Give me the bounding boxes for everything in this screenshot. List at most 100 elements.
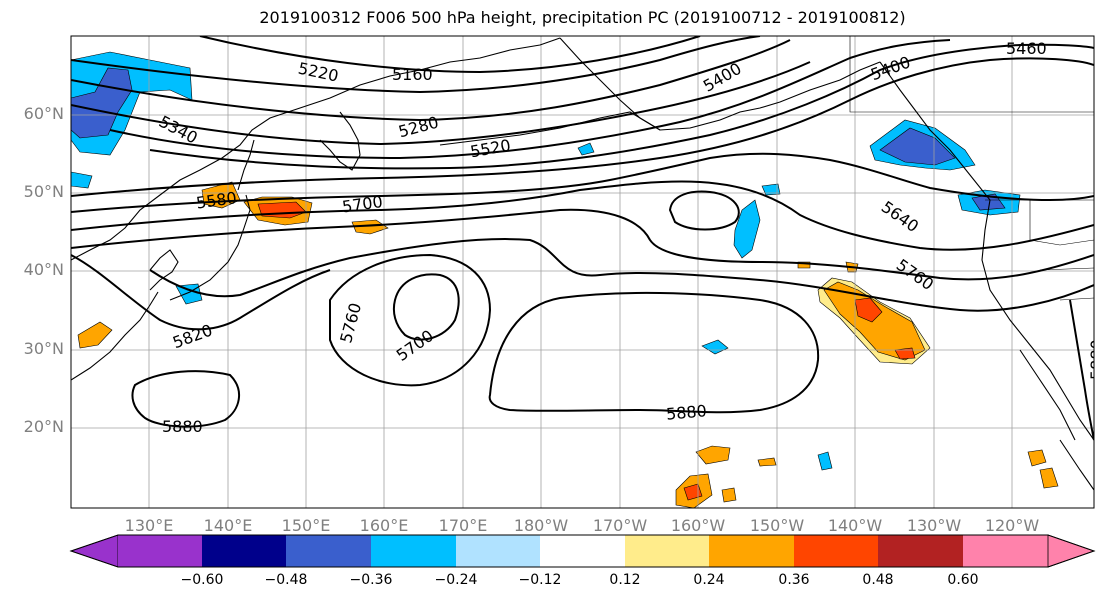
shade-neg-a	[761, 183, 781, 196]
lat-label-20n: 20°N	[23, 417, 64, 436]
precipitation-shading	[71, 51, 1059, 508]
contour-5460	[149, 43, 1094, 170]
shade-pos-h6	[1039, 467, 1059, 489]
label-5880c: 5880	[1087, 339, 1105, 380]
lat-label-60n: 60°N	[23, 104, 64, 123]
lon-label-140e: 140°E	[203, 516, 253, 535]
contour-5340	[71, 61, 811, 146]
colorbar-tick-label: −0.60	[180, 572, 224, 588]
contour-5520	[71, 57, 1094, 197]
coast-china	[71, 291, 159, 381]
colorbar	[69, 534, 1096, 568]
colorbar-tick-label: −0.24	[434, 572, 478, 588]
shade-neg-b	[701, 339, 729, 355]
coastlines	[71, 37, 1094, 491]
lon-label-170w: 170°W	[592, 516, 648, 535]
shade-pos-nepac-core	[854, 297, 883, 323]
colorbar-tick-label: 0.12	[609, 572, 641, 588]
coast-japan	[169, 194, 251, 301]
contour-5880-west	[131, 370, 240, 428]
contour-5640	[71, 180, 1094, 251]
lon-label-170e: 170°E	[438, 516, 488, 535]
coast-korea	[149, 249, 179, 291]
lon-label-150e: 150°E	[281, 516, 331, 535]
coast-mexico	[1059, 439, 1094, 491]
lon-label-180w: 180°W	[513, 516, 569, 535]
shade-pos-kuril	[351, 219, 389, 235]
map-frame	[70, 35, 1095, 509]
shade-pos-nepac-core2	[894, 347, 916, 360]
colorbar-bin-5	[456, 535, 540, 567]
contour-5880-central	[488, 291, 820, 414]
lon-label-160w: 160°W	[670, 516, 726, 535]
contour-5820-left	[71, 254, 331, 331]
colorbar-bin-10	[878, 535, 963, 567]
contour-5160	[199, 36, 701, 74]
contour-5760-upper	[149, 238, 1094, 312]
lon-label-160e: 160°E	[359, 516, 409, 535]
colorbar-bin-6	[540, 535, 625, 567]
contour-5880-east	[1069, 299, 1094, 441]
label-5880a: 5880	[162, 417, 203, 436]
colorbar-bin-11	[963, 535, 1048, 567]
lon-label-130e: 130°E	[124, 516, 174, 535]
contour-5580	[71, 152, 1094, 213]
contour-5220	[71, 36, 761, 94]
contour-5280	[71, 39, 791, 122]
colorbar-extend-low	[69, 534, 119, 568]
contour-5700-upper	[71, 208, 1094, 281]
contour-5700-loop	[392, 273, 460, 341]
contour-5400	[109, 39, 951, 160]
coast-na-west	[879, 61, 1094, 441]
colorbar-tick-label: 0.36	[778, 572, 810, 588]
coast-aleutians	[439, 111, 661, 146]
map-background	[71, 36, 1094, 508]
shade-neg-d	[577, 142, 595, 156]
page-title: 2019100312 F006 500 hPa height, precipit…	[259, 8, 906, 27]
colorbar-tick-label: 0.60	[947, 572, 979, 588]
colorbar-tick-label: −0.36	[349, 572, 393, 588]
lon-label-140w: 140°W	[827, 516, 883, 535]
shade-pos-h5	[1027, 449, 1047, 467]
coast-sakhalin	[237, 139, 255, 191]
shade-neg-siberia-small	[71, 171, 93, 189]
shade-neg-bc-core	[879, 127, 956, 166]
colorbar-tick-label: 0.24	[693, 572, 725, 588]
coast-baja	[1019, 349, 1076, 441]
colorbar-bin-2	[202, 535, 286, 567]
contour-5760-loop	[329, 253, 492, 387]
colorbar-bin-9	[794, 535, 878, 567]
contour-5700-ring	[668, 190, 740, 231]
colorbar-tick-label: −0.48	[264, 572, 308, 588]
coast-kamchatka	[319, 111, 361, 171]
shade-pos-h3	[721, 487, 737, 503]
lat-label-40n: 40°N	[23, 260, 64, 279]
colorbar-extend-high	[1047, 534, 1096, 568]
colorbar-bin-3	[286, 535, 371, 567]
label-5880b: 5880	[665, 401, 707, 423]
lon-label-120w: 120°W	[984, 516, 1040, 535]
shade-pos-hawaii-core	[683, 483, 703, 501]
coast-alaska	[559, 37, 881, 131]
shade-neg-siberia-core	[71, 67, 133, 139]
lon-label-150w: 150°W	[749, 516, 805, 535]
colorbar-bin-1	[118, 535, 202, 567]
lat-label-30n: 30°N	[23, 339, 64, 358]
height-contours	[71, 36, 1094, 441]
label-5460: 5460	[1006, 39, 1047, 58]
label-5160: 5160	[392, 65, 433, 84]
colorbar-bin-7	[625, 535, 709, 567]
colorbar-tick-label: 0.48	[862, 572, 894, 588]
lon-label-130w: 130°W	[906, 516, 962, 535]
shade-pos-h2	[695, 445, 731, 465]
coast-asia	[71, 37, 561, 261]
shade-neg-centralpac	[733, 199, 761, 259]
lat-label-50n: 50°N	[23, 182, 64, 201]
shade-neg-e	[817, 451, 833, 471]
shade-pos-west	[77, 321, 113, 349]
colorbar-tick-label: −0.12	[518, 572, 562, 588]
shade-pos-h4	[757, 457, 777, 467]
colorbar-outline	[69, 534, 1096, 568]
colorbar-bin-8	[709, 535, 794, 567]
